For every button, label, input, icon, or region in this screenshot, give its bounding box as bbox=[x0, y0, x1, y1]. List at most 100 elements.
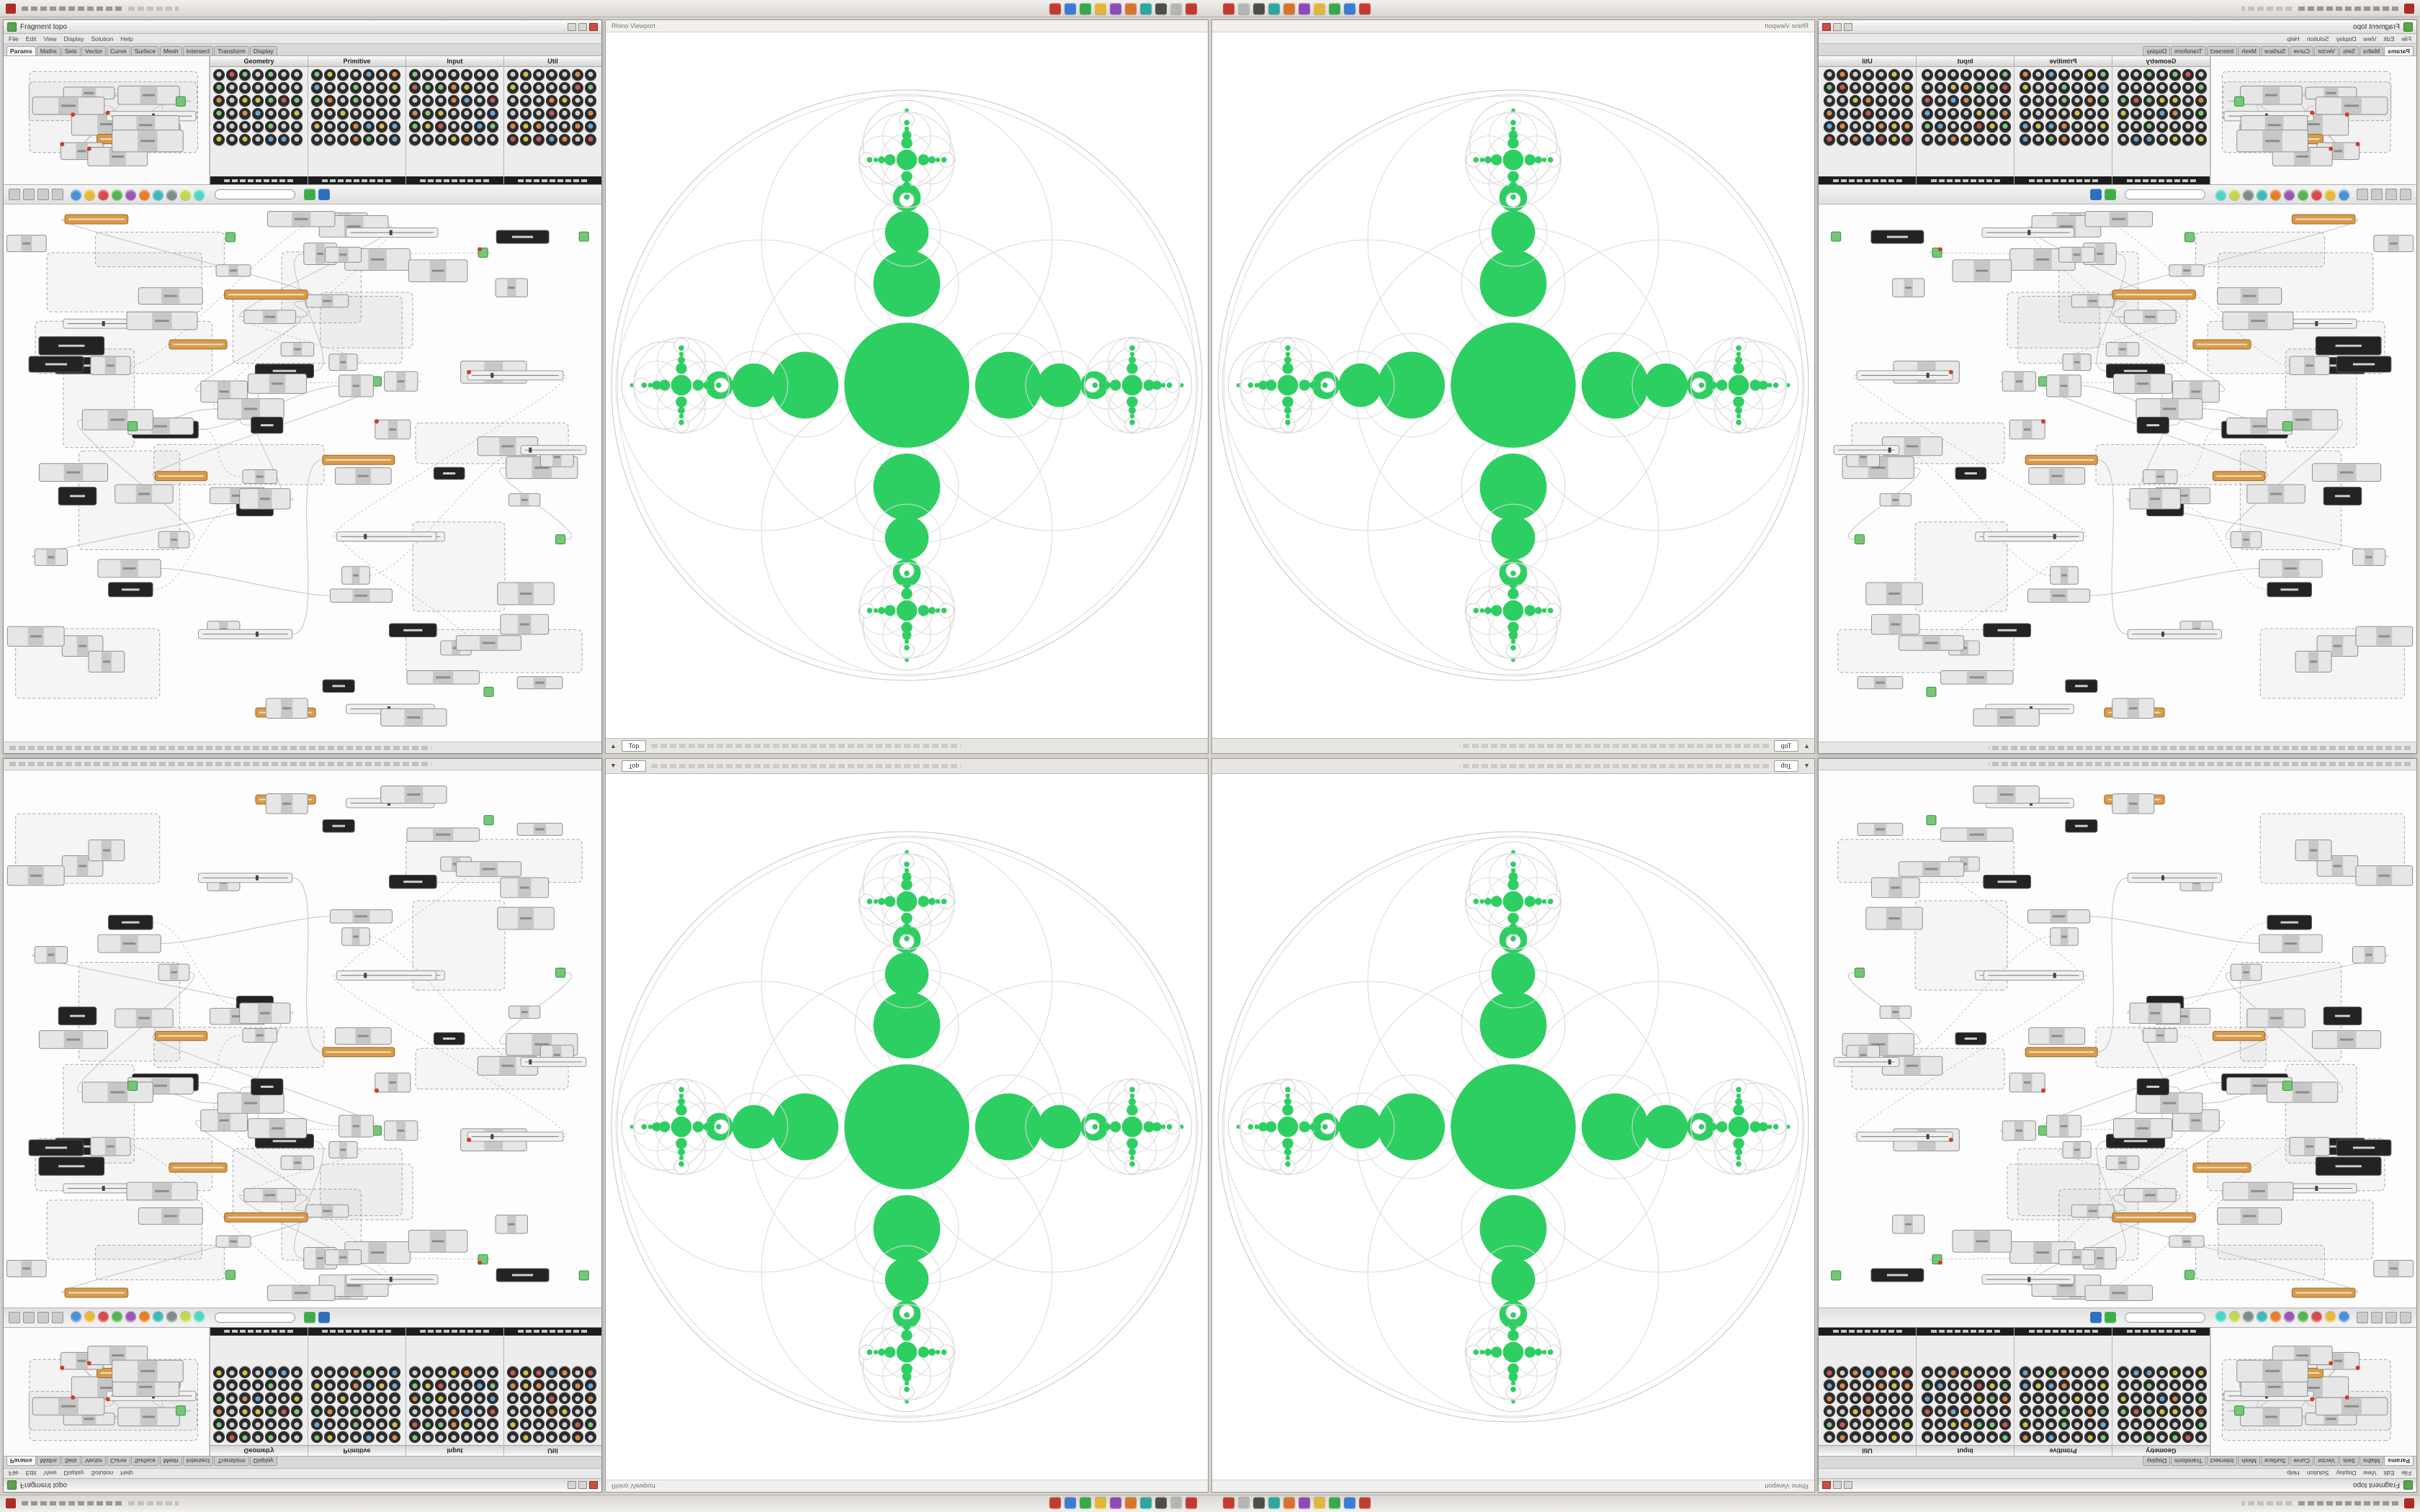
gh-node[interactable] bbox=[336, 531, 437, 542]
component-icon[interactable] bbox=[1876, 134, 1887, 145]
component-icon[interactable] bbox=[2020, 69, 2031, 81]
maximize-button[interactable] bbox=[578, 1481, 587, 1490]
gh-canvas[interactable] bbox=[4, 204, 601, 742]
viewport-canvas[interactable] bbox=[606, 32, 1208, 738]
component-icon[interactable] bbox=[324, 95, 336, 107]
component-icon[interactable] bbox=[265, 121, 277, 132]
gh-node[interactable] bbox=[520, 1056, 587, 1067]
toolbar-icon[interactable] bbox=[2229, 1312, 2240, 1323]
component-icon[interactable] bbox=[1973, 1418, 1985, 1430]
component-icon[interactable] bbox=[350, 82, 362, 94]
component-icon[interactable] bbox=[2020, 95, 2031, 107]
component-icon[interactable] bbox=[2084, 1392, 2096, 1404]
component-icon[interactable] bbox=[226, 1367, 238, 1378]
component-icon[interactable] bbox=[1986, 134, 1998, 145]
gh-node[interactable] bbox=[2315, 1156, 2382, 1176]
component-icon[interactable] bbox=[533, 82, 544, 94]
menu-view[interactable]: View bbox=[2363, 35, 2377, 42]
gh-node[interactable] bbox=[2172, 1109, 2220, 1132]
component-icon[interactable] bbox=[1999, 1418, 2011, 1430]
menu-view[interactable]: View bbox=[43, 1470, 57, 1477]
component-icon[interactable] bbox=[1888, 108, 1900, 120]
component-icon[interactable] bbox=[435, 121, 447, 132]
component-icon[interactable] bbox=[389, 134, 400, 145]
component-icon[interactable] bbox=[337, 82, 349, 94]
component-icon[interactable] bbox=[239, 1418, 251, 1430]
solver-settings-icon[interactable] bbox=[318, 1312, 330, 1323]
taskbar-icon-close-red[interactable] bbox=[1186, 2, 1197, 14]
gh-node[interactable] bbox=[322, 454, 395, 465]
gh-node[interactable] bbox=[217, 1092, 284, 1114]
component-icon[interactable] bbox=[213, 1392, 225, 1404]
gh-node[interactable] bbox=[2065, 679, 2098, 693]
minimize-button[interactable] bbox=[568, 1481, 576, 1490]
component-icon[interactable] bbox=[1999, 121, 2011, 132]
gh-node[interactable] bbox=[1898, 635, 1965, 651]
gh-node[interactable] bbox=[2071, 294, 2115, 308]
component-icon[interactable] bbox=[2195, 134, 2207, 145]
component-icon[interactable] bbox=[337, 1418, 349, 1430]
component-icon[interactable] bbox=[1986, 69, 1998, 81]
gh-node[interactable] bbox=[2222, 311, 2294, 330]
toolbar-icon[interactable] bbox=[194, 1312, 205, 1323]
component-icon[interactable] bbox=[2195, 1418, 2207, 1430]
gh-node[interactable] bbox=[1926, 815, 1937, 826]
component-icon[interactable] bbox=[409, 134, 421, 145]
component-icon[interactable] bbox=[409, 1405, 421, 1417]
component-icon[interactable] bbox=[422, 1431, 434, 1443]
maximize-button[interactable] bbox=[1833, 1481, 1842, 1490]
component-icon[interactable] bbox=[1999, 1431, 2011, 1443]
component-icon[interactable] bbox=[1824, 1380, 1835, 1391]
panel-footer[interactable] bbox=[308, 176, 405, 184]
component-icon[interactable] bbox=[1935, 95, 1946, 107]
menu-edit[interactable]: Edit bbox=[25, 1470, 37, 1477]
component-icon[interactable] bbox=[2071, 1367, 2083, 1378]
tab-intersect[interactable]: Intersect bbox=[2206, 1457, 2238, 1466]
taskbar-icon-gray[interactable] bbox=[1170, 1498, 1182, 1510]
menu-solution[interactable]: Solution bbox=[2306, 1470, 2329, 1477]
toolbar-icon[interactable] bbox=[2339, 1312, 2349, 1323]
gh-node[interactable] bbox=[63, 86, 115, 100]
gh-node[interactable] bbox=[516, 822, 563, 836]
component-icon[interactable] bbox=[2182, 82, 2194, 94]
toolbar-icon[interactable] bbox=[180, 189, 191, 200]
component-icon[interactable] bbox=[487, 108, 498, 120]
component-icon[interactable] bbox=[324, 69, 336, 81]
gh-node[interactable] bbox=[280, 342, 315, 357]
component-icon[interactable] bbox=[546, 1380, 557, 1391]
gh-canvas[interactable] bbox=[1819, 770, 2416, 1308]
component-icon[interactable] bbox=[1960, 1418, 1972, 1430]
gh-node[interactable] bbox=[389, 874, 437, 889]
pan-icon[interactable] bbox=[2357, 189, 2368, 200]
component-icon[interactable] bbox=[337, 1405, 349, 1417]
gh-node[interactable] bbox=[6, 865, 65, 886]
gh-node[interactable] bbox=[2259, 559, 2323, 578]
component-icon[interactable] bbox=[2182, 69, 2194, 81]
gh-node[interactable] bbox=[2172, 380, 2220, 403]
gh-node[interactable] bbox=[2282, 421, 2293, 431]
toolbar-icon[interactable] bbox=[166, 189, 177, 200]
toolbar-icon[interactable] bbox=[2257, 1312, 2267, 1323]
gh-node[interactable] bbox=[406, 827, 480, 842]
component-icon[interactable] bbox=[363, 108, 375, 120]
component-icon[interactable] bbox=[1973, 108, 1985, 120]
component-icon[interactable] bbox=[1824, 134, 1835, 145]
gh-node[interactable] bbox=[158, 531, 190, 549]
tab-intersect[interactable]: Intersect bbox=[182, 46, 214, 55]
component-icon[interactable] bbox=[337, 121, 349, 132]
tab-maths[interactable]: Maths bbox=[36, 46, 60, 55]
toolbar-icon[interactable] bbox=[153, 189, 163, 200]
component-icon[interactable] bbox=[2118, 95, 2129, 107]
menu-display[interactable]: Display bbox=[63, 1470, 84, 1477]
component-icon[interactable] bbox=[265, 1418, 277, 1430]
gh-node[interactable] bbox=[34, 946, 68, 964]
component-icon[interactable] bbox=[572, 1418, 583, 1430]
gh-node[interactable] bbox=[2084, 1284, 2154, 1301]
gh-node[interactable] bbox=[2105, 1155, 2140, 1170]
component-icon[interactable] bbox=[2143, 121, 2155, 132]
component-icon[interactable] bbox=[2143, 108, 2155, 120]
gh-node[interactable] bbox=[408, 259, 468, 282]
gh-node[interactable] bbox=[2315, 1397, 2388, 1416]
component-icon[interactable] bbox=[1986, 1418, 1998, 1430]
component-icon[interactable] bbox=[350, 1367, 362, 1378]
